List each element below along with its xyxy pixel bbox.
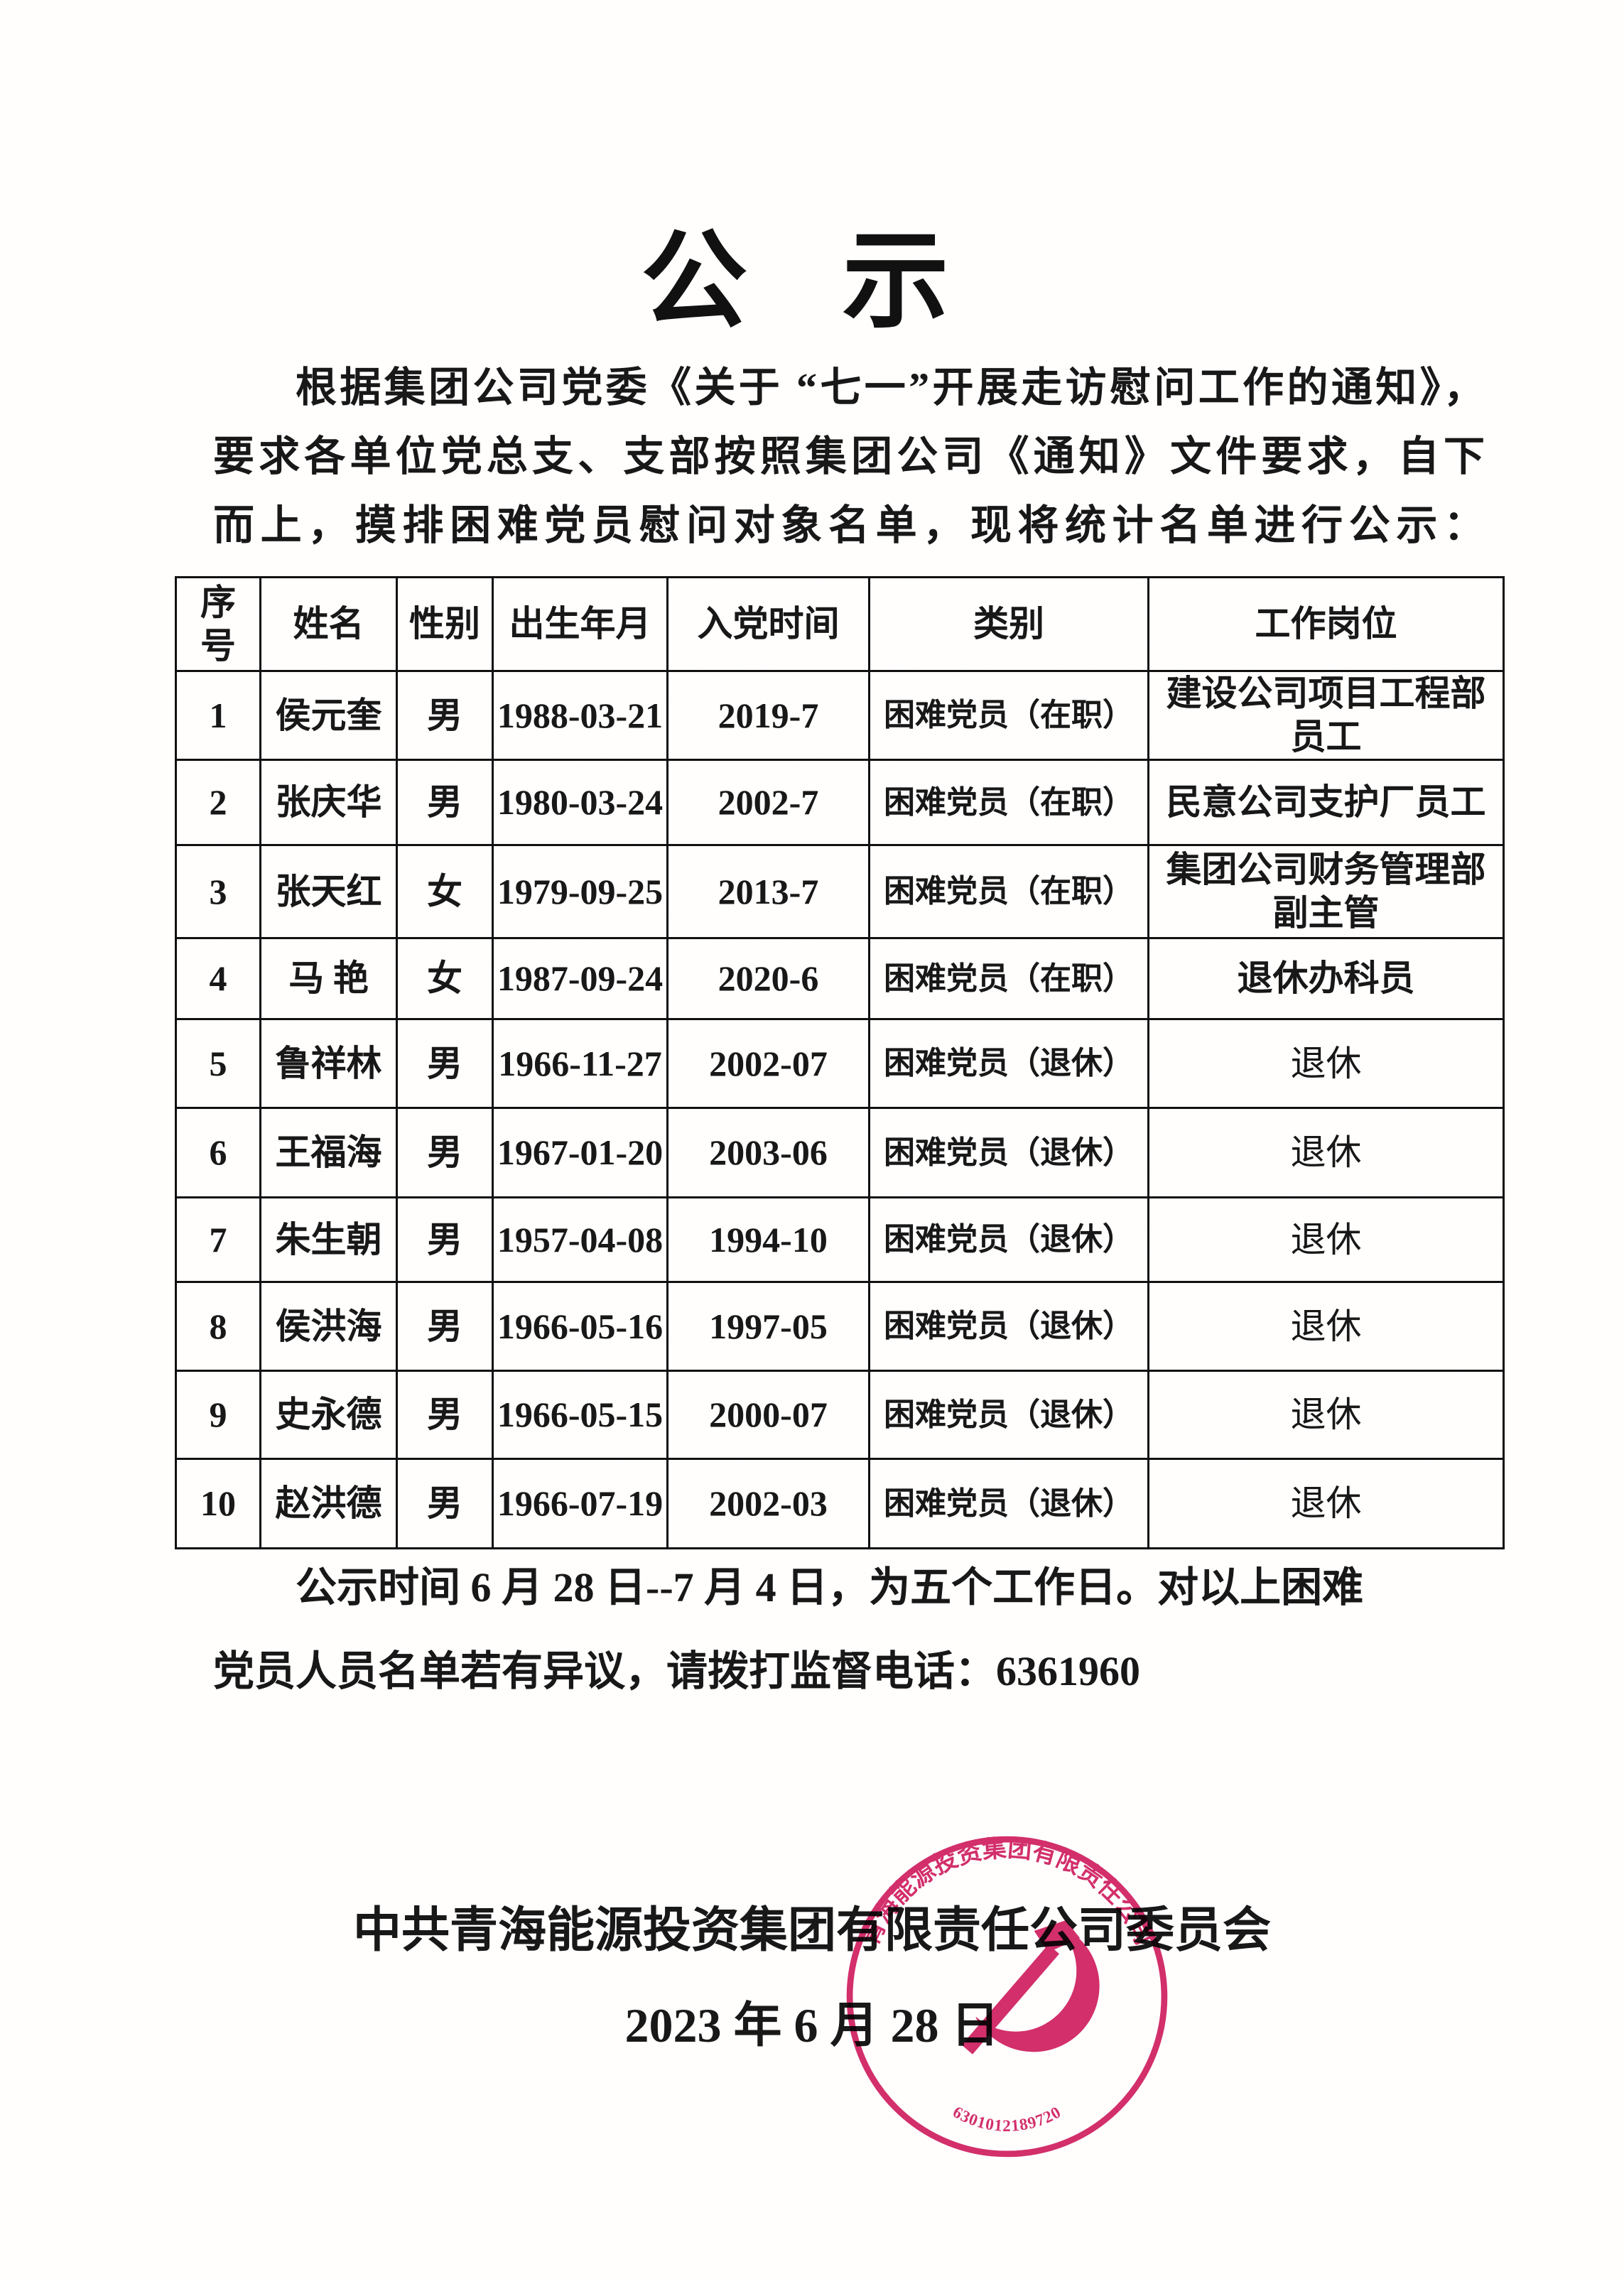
svg-text:6301012189720: 6301012189720 xyxy=(950,2103,1065,2135)
svg-text:青海能源投资集团有限责任公司: 青海能源投资集团有限责任公司 xyxy=(856,1835,1157,1949)
